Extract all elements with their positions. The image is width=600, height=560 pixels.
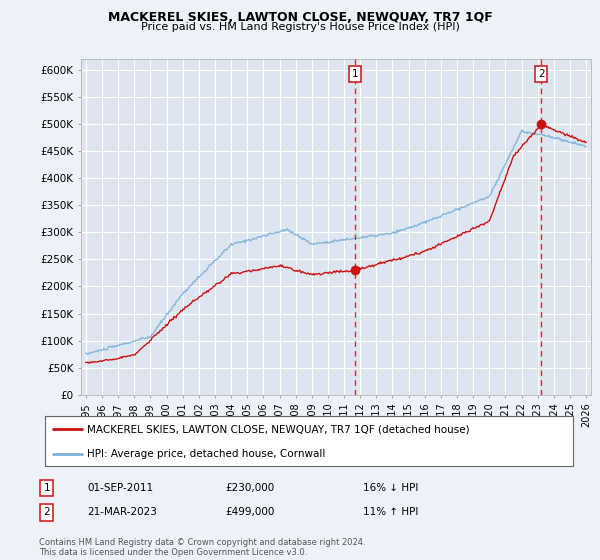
Text: 16% ↓ HPI: 16% ↓ HPI <box>363 483 418 493</box>
Text: 1: 1 <box>352 69 358 79</box>
Text: 1: 1 <box>43 483 50 493</box>
Text: MACKEREL SKIES, LAWTON CLOSE, NEWQUAY, TR7 1QF: MACKEREL SKIES, LAWTON CLOSE, NEWQUAY, T… <box>107 11 493 24</box>
Text: 21-MAR-2023: 21-MAR-2023 <box>87 507 157 517</box>
Text: Price paid vs. HM Land Registry's House Price Index (HPI): Price paid vs. HM Land Registry's House … <box>140 22 460 32</box>
Text: £499,000: £499,000 <box>225 507 274 517</box>
Text: MACKEREL SKIES, LAWTON CLOSE, NEWQUAY, TR7 1QF (detached house): MACKEREL SKIES, LAWTON CLOSE, NEWQUAY, T… <box>87 424 470 434</box>
Text: £230,000: £230,000 <box>225 483 274 493</box>
Text: HPI: Average price, detached house, Cornwall: HPI: Average price, detached house, Corn… <box>87 449 326 459</box>
Text: 2: 2 <box>538 69 545 79</box>
Text: 01-SEP-2011: 01-SEP-2011 <box>87 483 153 493</box>
Text: 11% ↑ HPI: 11% ↑ HPI <box>363 507 418 517</box>
Text: 2: 2 <box>43 507 50 517</box>
Text: Contains HM Land Registry data © Crown copyright and database right 2024.
This d: Contains HM Land Registry data © Crown c… <box>39 538 365 557</box>
